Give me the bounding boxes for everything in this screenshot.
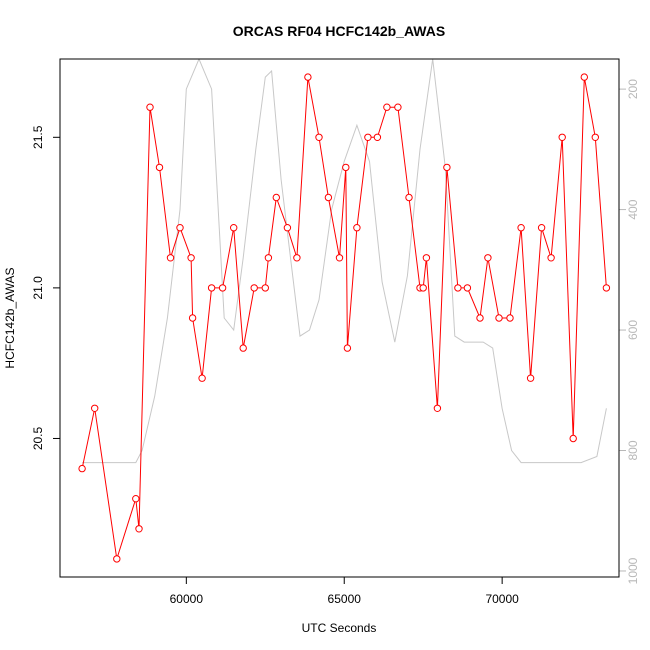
data-point <box>155 163 164 172</box>
data-point <box>364 133 372 142</box>
data-point <box>476 314 484 322</box>
data-point <box>218 284 227 292</box>
data-point <box>602 284 611 292</box>
data-point <box>176 224 184 232</box>
data-point <box>383 103 391 111</box>
data-point <box>166 254 175 262</box>
data-point <box>272 193 280 202</box>
data-point <box>591 133 599 142</box>
y2-tick-label: 400 <box>626 199 640 219</box>
data-point <box>526 374 535 382</box>
x-tick-label: 65000 <box>328 592 362 606</box>
data-point <box>580 73 588 81</box>
y2-tick-label: 200 <box>626 79 640 99</box>
data-point <box>342 163 350 172</box>
data-point <box>207 284 216 292</box>
data-point <box>113 555 121 563</box>
red-series <box>78 73 611 563</box>
x-tick-label: 60000 <box>170 592 204 606</box>
data-point <box>293 254 301 262</box>
data-point <box>78 464 86 473</box>
data-point <box>558 133 566 142</box>
data-point <box>547 254 555 262</box>
data-point <box>433 404 442 412</box>
x-tick-label: 70000 <box>485 592 519 606</box>
data-point <box>132 495 140 503</box>
data-point <box>335 254 344 262</box>
data-point <box>394 103 402 111</box>
data-point <box>443 163 451 172</box>
data-point <box>373 133 382 142</box>
x-axis-title: UTC Seconds <box>302 621 377 635</box>
data-point <box>484 254 492 262</box>
data-point <box>454 284 462 292</box>
data-point <box>343 344 352 352</box>
data-point <box>506 314 514 322</box>
y2-tick-label: 1000 <box>626 557 640 584</box>
data-point <box>283 224 292 232</box>
data-point <box>188 314 197 322</box>
data-point <box>230 224 238 232</box>
data-point <box>569 434 577 443</box>
data-point <box>250 284 258 292</box>
axes: 60000 65000 70000 20.5 21.0 21.5 200 400 600 800 1… <box>31 79 640 606</box>
data-point <box>405 193 413 202</box>
data-point <box>419 284 427 292</box>
data-point <box>135 525 143 533</box>
data-point <box>239 344 247 352</box>
y2-tick-label: 800 <box>626 440 640 460</box>
data-point <box>198 374 206 382</box>
data-point <box>537 224 546 232</box>
data-point <box>315 133 323 142</box>
data-point <box>422 254 431 262</box>
data-point <box>304 73 312 81</box>
plot-frame <box>59 58 620 578</box>
data-point <box>91 404 99 412</box>
data-point <box>261 284 269 292</box>
data-point <box>264 254 273 262</box>
data-point <box>517 224 525 232</box>
data-point <box>324 193 333 202</box>
data-point <box>495 314 503 322</box>
grey-series-line <box>82 59 607 464</box>
y2-tick-label: 600 <box>626 320 640 340</box>
red-series-line <box>81 77 607 560</box>
data-point <box>146 103 154 111</box>
y-tick-label: 20.5 <box>31 426 45 450</box>
data-point <box>187 254 195 262</box>
y-axis-title: HCFC142b_AWAS <box>3 267 17 368</box>
chart-title: ORCAS RF04 HCFC142b_AWAS <box>233 23 445 39</box>
data-point <box>463 284 472 292</box>
data-point <box>353 224 361 232</box>
y-tick-label: 21.0 <box>31 276 45 300</box>
y-tick-label: 21.5 <box>31 125 45 149</box>
grey-series <box>82 59 607 464</box>
